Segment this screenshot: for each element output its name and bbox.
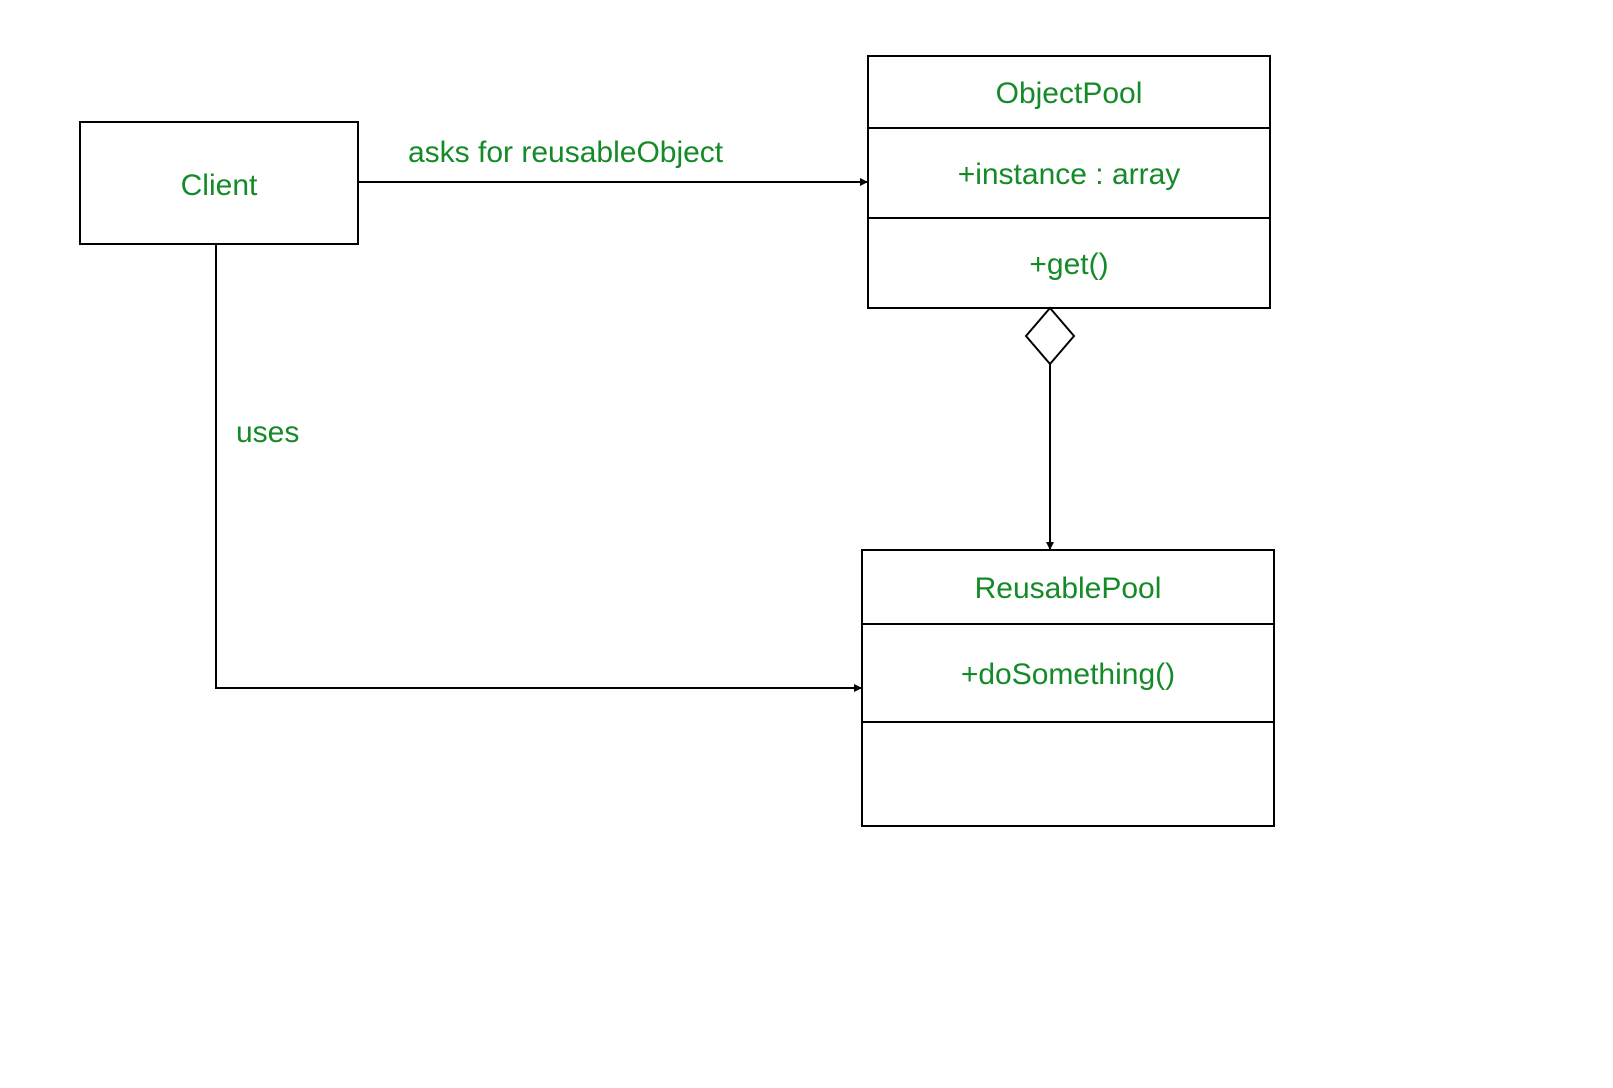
aggregation-diamond-icon (1026, 308, 1074, 364)
node-client-title: Client (181, 169, 258, 202)
edge-asks-label: asks for reusableObject (408, 136, 724, 169)
node-client: Client (80, 122, 358, 244)
node-objectpool-method: +get() (1029, 248, 1108, 281)
node-reusablepool-title: ReusablePool (975, 572, 1162, 605)
node-reusablepool: ReusablePool +doSomething() (862, 550, 1274, 826)
edge-asks: asks for reusableObject (358, 136, 868, 182)
edge-aggregation (1026, 308, 1074, 550)
node-objectpool-title: ObjectPool (996, 77, 1143, 110)
node-reusablepool-method: +doSomething() (961, 658, 1175, 691)
node-objectpool: ObjectPool +instance : array +get() (868, 56, 1270, 308)
edge-uses: uses (216, 244, 862, 688)
node-objectpool-attr: +instance : array (958, 158, 1181, 191)
edge-uses-label: uses (236, 416, 299, 449)
edge-uses-line (216, 244, 862, 688)
